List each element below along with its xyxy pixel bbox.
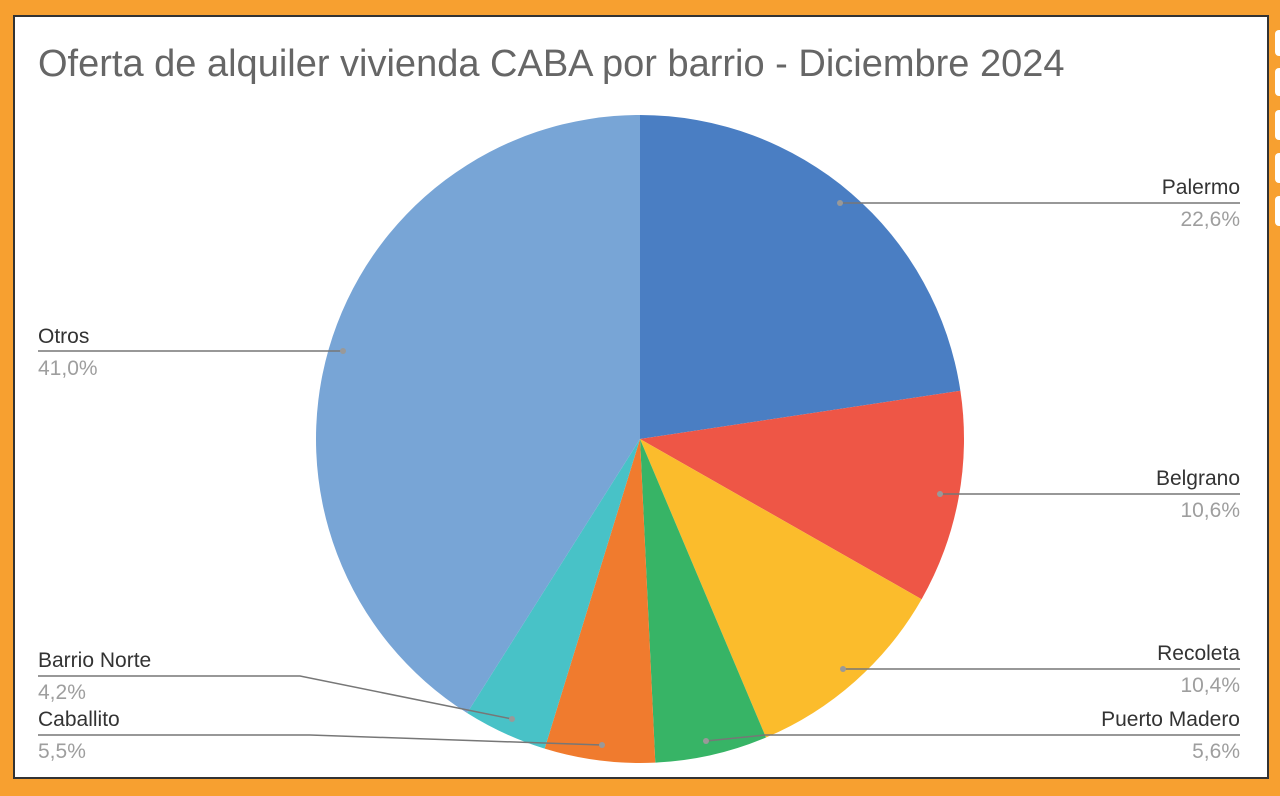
slice-label: Puerto Madero bbox=[1101, 708, 1240, 731]
slice-value-label: 10,6% bbox=[1180, 499, 1240, 522]
side-tab bbox=[1275, 196, 1280, 226]
leader-line bbox=[38, 734, 603, 746]
slice-label: Caballito bbox=[38, 708, 120, 731]
chart-title: Oferta de alquiler vivienda CABA por bar… bbox=[38, 43, 1065, 85]
slice-label: Otros bbox=[38, 325, 89, 348]
pie-slice bbox=[316, 115, 640, 714]
leader-dot bbox=[703, 738, 709, 744]
leader-line bbox=[38, 675, 513, 720]
pie-slice bbox=[640, 115, 961, 439]
slice-value-label: 5,5% bbox=[38, 740, 86, 763]
slice-value-label: 4,2% bbox=[38, 681, 86, 704]
leader-dot bbox=[840, 666, 846, 672]
slice-label: Recoleta bbox=[1157, 642, 1240, 665]
slice-value-label: 5,6% bbox=[1192, 740, 1240, 763]
side-tab bbox=[1275, 30, 1280, 56]
leader-dot bbox=[509, 716, 515, 722]
side-tab bbox=[1275, 68, 1280, 96]
side-tab bbox=[1275, 153, 1280, 183]
slice-value-label: 10,4% bbox=[1180, 674, 1240, 697]
leader-dot bbox=[837, 200, 843, 206]
slice-value-label: 41,0% bbox=[38, 357, 98, 380]
pie-slice bbox=[640, 439, 766, 763]
pie-slice bbox=[640, 439, 922, 738]
leader-dot bbox=[599, 742, 605, 748]
slice-value-label: 22,6% bbox=[1180, 208, 1240, 231]
leader-dot bbox=[937, 491, 943, 497]
slice-label: Barrio Norte bbox=[38, 649, 151, 672]
side-tab bbox=[1275, 110, 1280, 140]
pie-slice bbox=[544, 439, 656, 763]
slice-label: Belgrano bbox=[1156, 467, 1240, 490]
leader-line bbox=[705, 734, 1240, 742]
leader-dot bbox=[340, 348, 346, 354]
pie-slice bbox=[640, 390, 964, 600]
pie-slice bbox=[467, 439, 640, 749]
slice-label: Palermo bbox=[1162, 176, 1240, 199]
